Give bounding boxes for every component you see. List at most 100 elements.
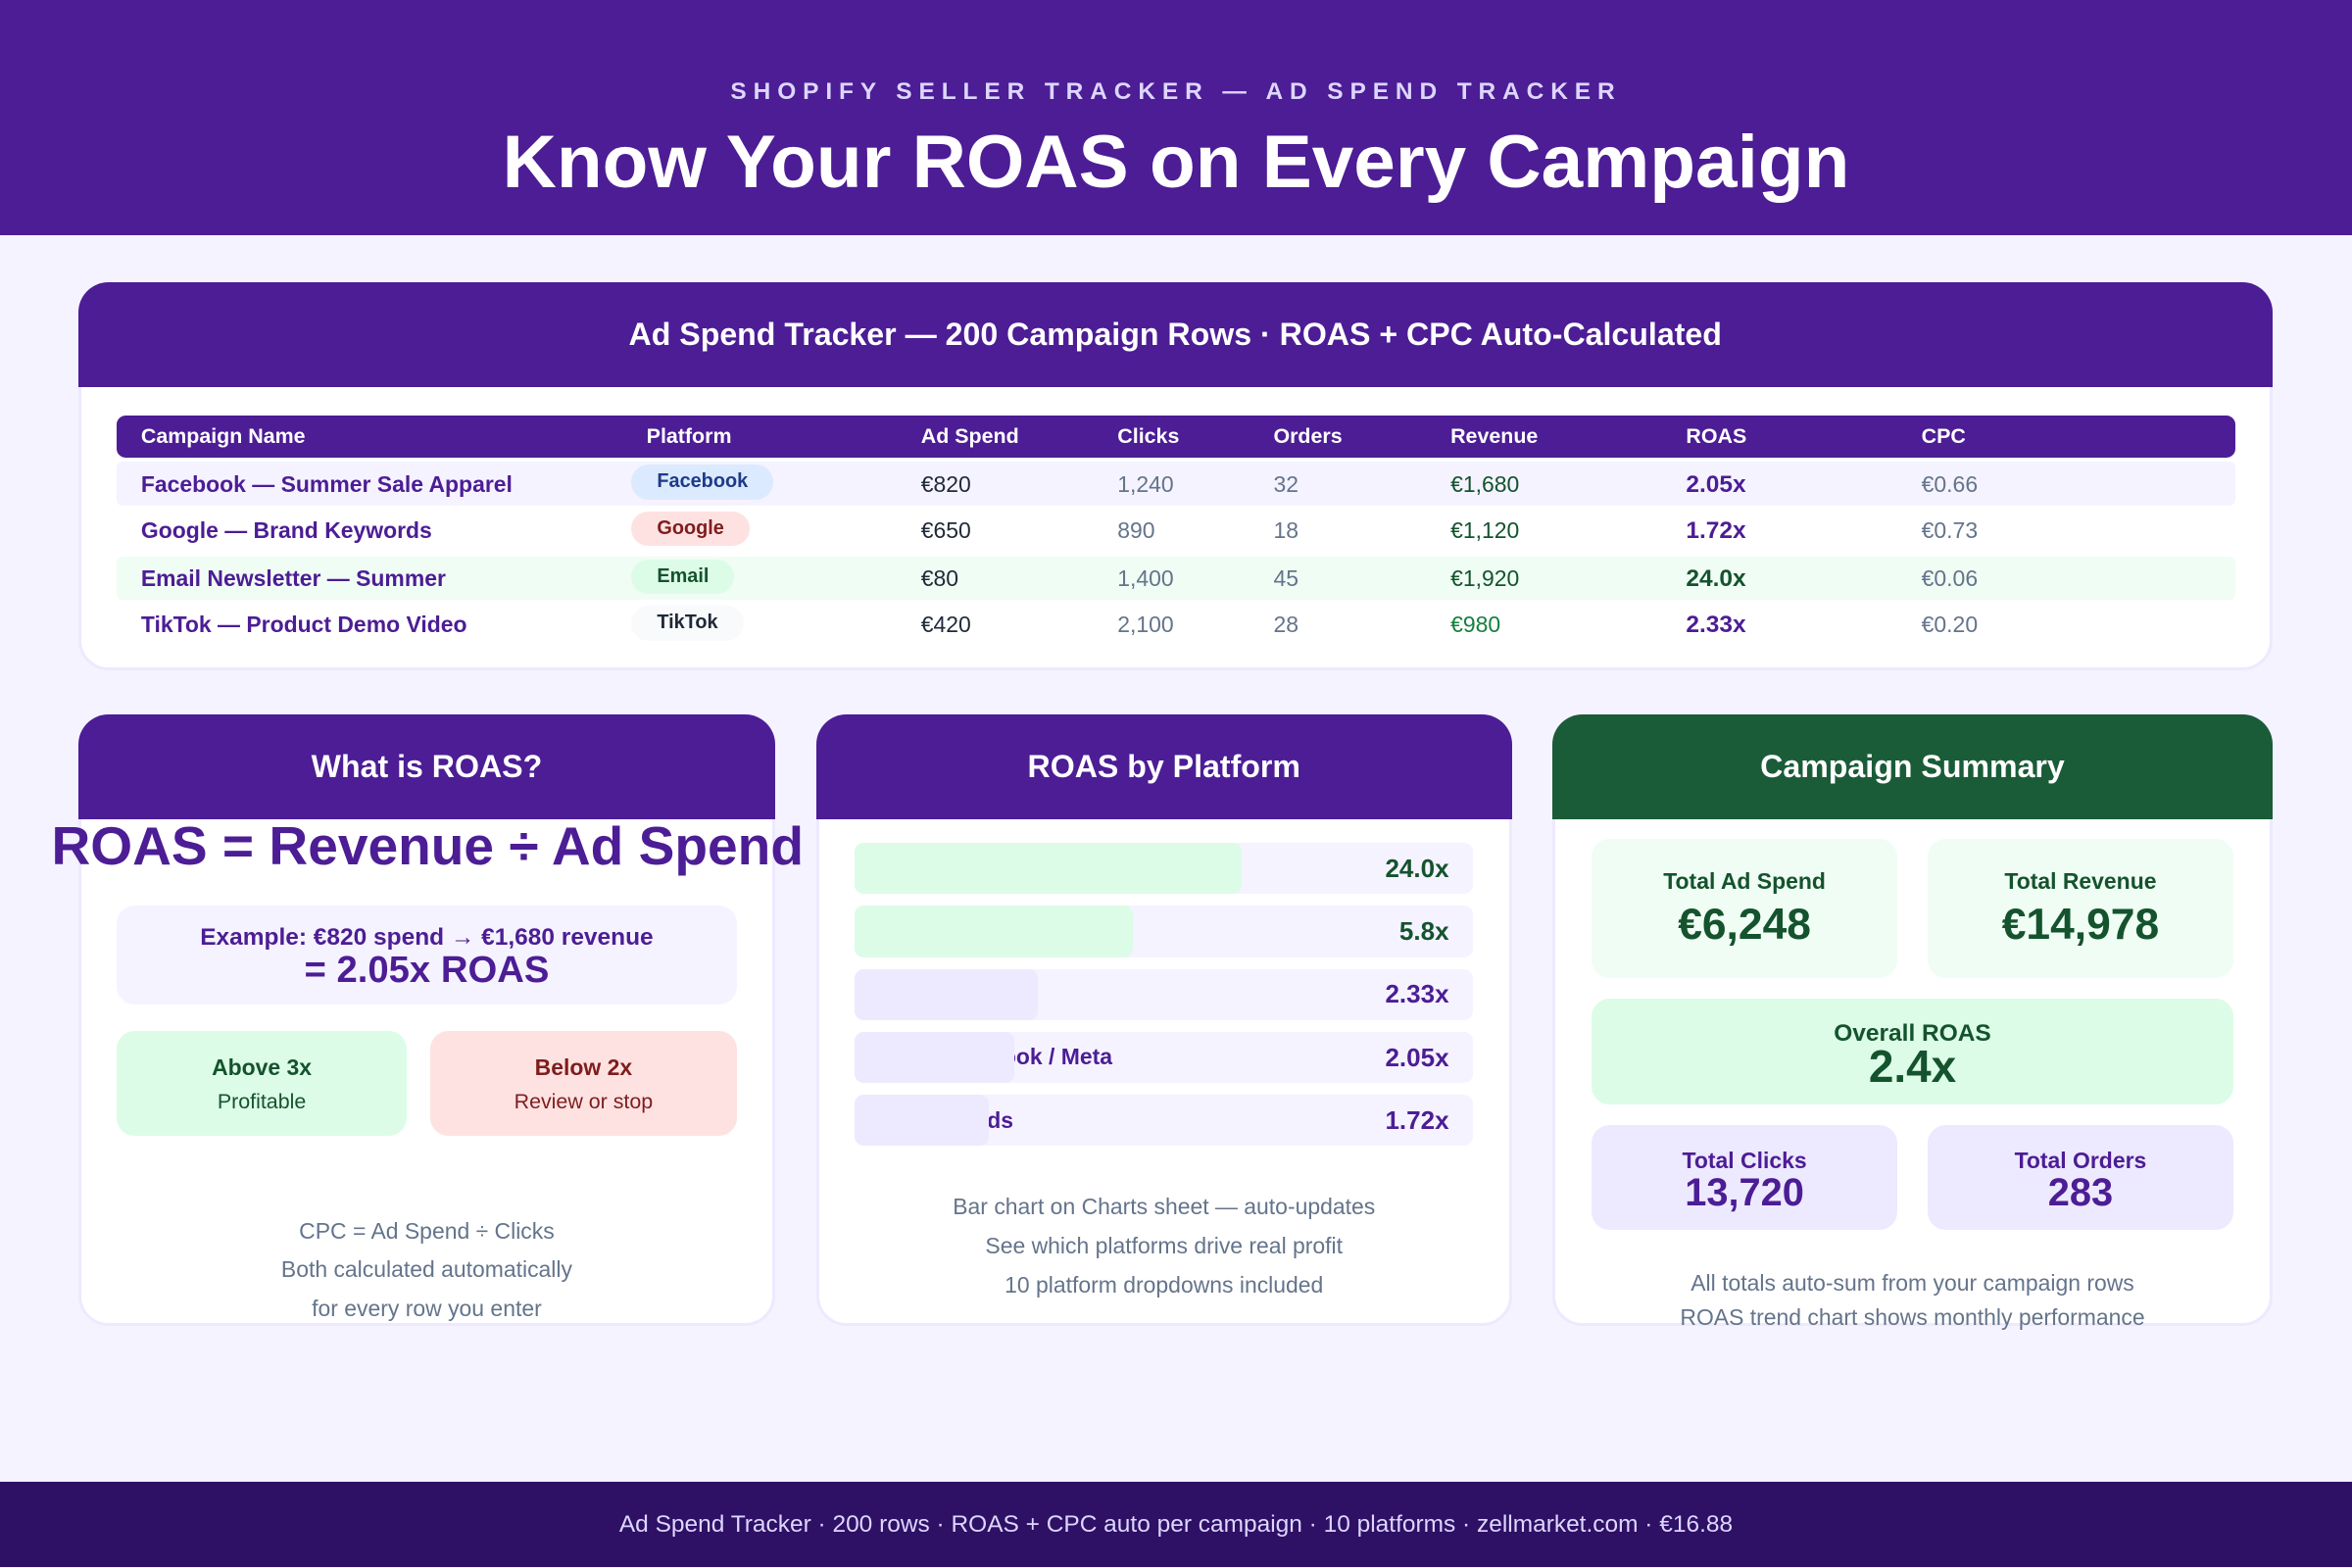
roas-notes: CPC = Ad Spend ÷ Clicks Both calculated … (81, 1212, 773, 1329)
platform-bar: 24.0x (855, 843, 1474, 895)
campaign-name-cell: TikTok — Product Demo Video (140, 612, 467, 638)
stat-label: Total Orders (2014, 1147, 2147, 1173)
table-row[interactable]: Facebook — Summer Sale Apparel Facebook €8… (117, 462, 2235, 506)
example-text: Example: €820 spend → €1,680 revenue (200, 923, 654, 951)
column-header: Orders (1273, 424, 1343, 449)
page-title: Know Your ROAS on Every Campaign (502, 121, 1850, 205)
cpc-cell: €0.20 (1921, 612, 1979, 638)
bar-fill (855, 843, 1243, 895)
clicks-cell: 1,240 (1117, 470, 1174, 497)
table-row[interactable]: TikTok — Product Demo Video TikTok €420 2,1… (117, 603, 2234, 646)
platform-badge: Facebook (631, 465, 774, 500)
ad-spend-cell: €650 (920, 517, 971, 544)
orders-cell: 28 (1273, 612, 1298, 638)
orders-cell: 32 (1273, 470, 1298, 497)
note-line: 10 platform dropdowns included (1004, 1271, 1324, 1298)
stat-label: Overall ROAS (1834, 1019, 1991, 1047)
bar-value: 1.72x (1385, 1105, 1449, 1136)
cpc-cell: €0.73 (1921, 517, 1979, 544)
above-title: Above 3x (212, 1054, 313, 1080)
revenue-cell: €1,120 (1450, 517, 1520, 544)
platform-card-title: ROAS by Platform (815, 713, 1512, 819)
roas-cell: 2.05x (1686, 470, 1746, 498)
column-header: Platform (646, 424, 732, 449)
stat-label: Total Revenue (2004, 868, 2157, 895)
stat-value: 13,720 (1685, 1170, 1804, 1214)
note-line: CPC = Ad Spend ÷ Clicks (299, 1217, 555, 1244)
footer: Ad Spend Tracker · 200 rows · ROAS + CPC… (0, 1482, 2352, 1568)
column-header: Campaign Name (140, 424, 306, 449)
note-line: See which platforms drive real profit (985, 1232, 1344, 1258)
header-subtitle: SHOPIFY SELLER TRACKER — AD SPEND TRACKE… (730, 77, 1622, 105)
platform-chart-card: ROAS by Platform Bar chart on Charts she… (815, 713, 1512, 1327)
stat-value: €6,248 (1678, 901, 1811, 950)
platform-notes: Bar chart on Charts sheet — auto-updates… (819, 1188, 1509, 1304)
cpc-cell: €0.06 (1921, 565, 1979, 592)
stat-label: Total Ad Spend (1663, 868, 1826, 895)
bar-fill (855, 1032, 1014, 1084)
total-orders-box: Total Orders 283 (1927, 1124, 2234, 1231)
bar-fill (855, 906, 1134, 957)
above-sub: Profitable (217, 1090, 307, 1114)
campaign-name-cell: Facebook — Summer Sale Apparel (140, 470, 513, 497)
table-header: Campaign Name Platform Ad Spend Clicks Order… (117, 415, 2235, 458)
below-threshold-box: Below 2x Review or stop (430, 1030, 737, 1136)
column-header: Ad Spend (920, 424, 1019, 449)
orders-cell: 45 (1273, 565, 1298, 592)
note-line: ROAS trend chart shows monthly performan… (1680, 1303, 2145, 1330)
summary-notes: All totals auto-sum from your campaign r… (1555, 1266, 2270, 1335)
table-row[interactable]: Email Newsletter — Summer Email €80 1,400 45… (117, 556, 2235, 601)
clicks-cell: 1,400 (1117, 565, 1174, 592)
cpc-cell: €0.66 (1921, 470, 1979, 497)
note-line: for every row you enter (312, 1296, 542, 1322)
platform-badge: Email (631, 559, 735, 595)
revenue-cell: €1,680 (1450, 470, 1520, 497)
example-box: Example: €820 spend → €1,680 revenue = 2… (117, 906, 737, 1005)
ad-spend-cell: €820 (920, 470, 971, 497)
roas-explainer-card: What is ROAS? CPC = Ad Spend ÷ Clicks Bo… (77, 713, 776, 1329)
stat-value: 283 (2047, 1170, 2114, 1214)
platform-badge: TikTok (631, 606, 744, 641)
below-sub: Review or stop (514, 1090, 654, 1114)
overall-roas-box: Overall ROAS 2.4x (1591, 999, 2234, 1104)
summary-card-title: Campaign Summary (1552, 713, 2273, 819)
campaign-name-cell: Google — Brand Keywords (140, 517, 432, 544)
orders-cell: 18 (1273, 517, 1298, 544)
column-header: ROAS (1686, 424, 1747, 449)
bar-value: 24.0x (1385, 853, 1449, 883)
platform-badge: Google (631, 511, 750, 547)
clicks-cell: 890 (1117, 517, 1155, 544)
stat-label: Total Clicks (1682, 1147, 1807, 1173)
total-spend-box: Total Ad Spend €6,248 (1591, 838, 1898, 978)
note-line: Both calculated automatically (280, 1256, 572, 1283)
column-header: Revenue (1450, 424, 1539, 449)
stat-value: €14,978 (2001, 901, 2160, 950)
total-revenue-box: Total Revenue €14,978 (1927, 838, 2234, 978)
column-header: CPC (1921, 424, 1966, 449)
page-header: SHOPIFY SELLER TRACKER — AD SPEND TRACKE… (0, 0, 2352, 236)
roas-card-title: What is ROAS? (77, 713, 776, 819)
revenue-cell: €1,920 (1450, 565, 1520, 592)
table-card-title: Ad Spend Tracker — 200 Campaign Rows · R… (77, 281, 2273, 387)
bar-value: 2.05x (1385, 1042, 1449, 1072)
bar-fill (855, 968, 1039, 1020)
note-line: All totals auto-sum from your campaign r… (1690, 1269, 2134, 1296)
note-line: Bar chart on Charts sheet — auto-updates (953, 1194, 1376, 1220)
bar-value: 5.8x (1398, 916, 1449, 947)
above-threshold-box: Above 3x Profitable (117, 1030, 407, 1136)
example-result: = 2.05x ROAS (304, 948, 550, 991)
total-clicks-box: Total Clicks 13,720 (1591, 1124, 1898, 1231)
roas-cell: 24.0x (1686, 565, 1746, 593)
ad-spend-cell: €80 (920, 565, 959, 592)
clicks-cell: 2,100 (1117, 612, 1174, 638)
platform-bar: Facebook / Meta 2.05x (855, 1032, 1474, 1084)
campaign-name-cell: Email Newsletter — Summer (140, 565, 446, 592)
below-title: Below 2x (534, 1054, 633, 1080)
roas-formula: ROAS = Revenue ÷ Ad Spend (51, 815, 804, 877)
roas-cell: 1.72x (1686, 517, 1746, 545)
ad-spend-cell: €420 (920, 612, 971, 638)
roas-cell: 2.33x (1686, 612, 1746, 639)
table-row[interactable]: Google — Brand Keywords Google €650 890 18 €1… (117, 509, 2234, 552)
platform-bar: 5.8x (855, 906, 1474, 957)
